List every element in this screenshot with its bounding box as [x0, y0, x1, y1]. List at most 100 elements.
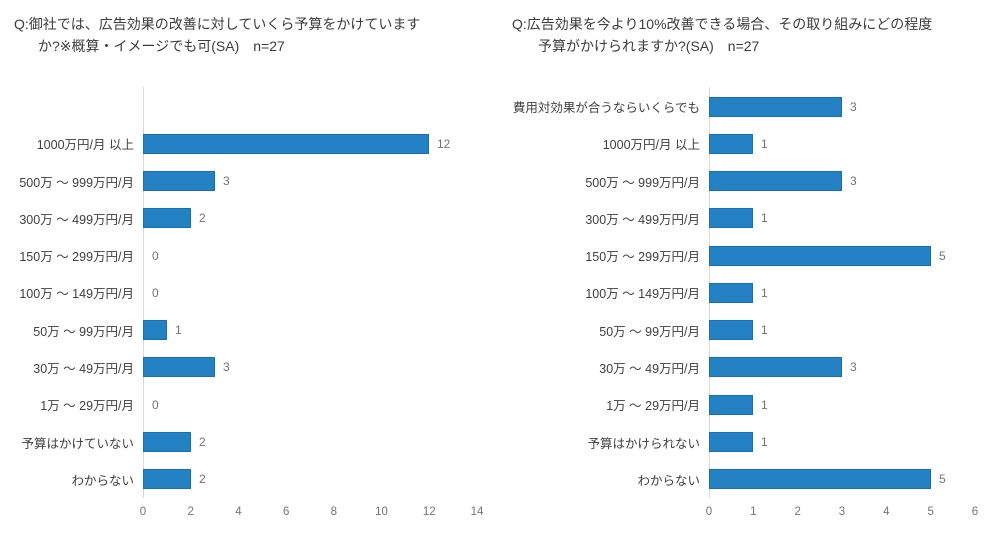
bar [709, 394, 753, 415]
bar-track: 3 [709, 349, 1000, 386]
x-axis-tick-label: 4 [883, 506, 890, 518]
bar-track: 5 [709, 461, 1000, 498]
category-label: 30万 〜 49万円/月 [33, 361, 134, 376]
chart-row: 30万 〜 49万円/月 3 [0, 349, 500, 386]
chart-row: 1万 〜 29万円/月 1 [500, 386, 1000, 423]
bar [709, 133, 753, 154]
value-label: 1 [761, 323, 768, 338]
value-label: 1 [761, 435, 768, 450]
value-label: 2 [199, 472, 206, 487]
chart-row: 300万 〜 499万円/月 1 [500, 200, 1000, 237]
category-label: わからない [71, 473, 134, 488]
bar-track: 3 [709, 163, 1000, 200]
chart-row: わからない 2 [0, 461, 500, 498]
category-label: 300万 〜 499万円/月 [19, 212, 134, 227]
category-label: 予算はかけていない [21, 436, 134, 451]
bar-track: 1 [709, 312, 1000, 349]
chart-row: 1000万円/月 以上 12 [0, 125, 500, 162]
bar-track: 5 [709, 237, 1000, 274]
value-label: 3 [850, 360, 857, 375]
category-label: 50万 〜 99万円/月 [33, 324, 134, 339]
chart-row: 50万 〜 99万円/月 1 [0, 312, 500, 349]
chart-title-line-2: か?※概算・イメージでも可(SA) n=27 [38, 38, 285, 54]
bar-track: 3 [143, 349, 500, 386]
x-axis-tick-label: 3 [838, 506, 846, 518]
chart-row: 1000万円/月 以上 1 [500, 125, 1000, 162]
bar-track: 1 [709, 386, 1000, 423]
category-label: 費用対効果が合うならいくらでも [512, 101, 700, 116]
bar-track: 1 [709, 200, 1000, 237]
x-axis-tick-label: 6 [971, 506, 979, 518]
chart-row: 予算はかけていない 2 [0, 423, 500, 460]
bar-track: 12 [143, 125, 500, 162]
bar [143, 171, 215, 192]
value-label: 2 [199, 211, 206, 226]
value-label: 0 [152, 397, 159, 412]
bar [709, 282, 753, 303]
x-axis-tick-label: 4 [235, 506, 242, 518]
value-label: 3 [850, 174, 857, 189]
x-axis-tick-label: 1 [750, 506, 757, 518]
chart-row: 50万 〜 99万円/月 1 [500, 312, 1000, 349]
bar [709, 469, 931, 490]
chart-row [0, 88, 500, 125]
x-axis-ticks: 0 1 2 3 4 5 6 [500, 506, 1000, 522]
x-axis-tick-label: 0 [139, 506, 147, 518]
chart-row: 費用対効果が合うならいくらでも 3 [500, 88, 1000, 125]
category-label: 100万 〜 149万円/月 [585, 287, 700, 302]
bar [709, 245, 931, 266]
x-axis-tick-label: 5 [927, 506, 934, 518]
chart-row: 500万 〜 999万円/月 3 [500, 163, 1000, 200]
category-label: 1万 〜 29万円/月 [40, 399, 134, 414]
chart-row: 予算はかけられない 1 [500, 423, 1000, 460]
bar [143, 320, 167, 341]
bar [143, 469, 191, 490]
value-label: 5 [939, 248, 946, 263]
chart-row: 100万 〜 149万円/月 0 [0, 274, 500, 311]
category-label: 100万 〜 149万円/月 [19, 287, 134, 302]
bar-track: 2 [143, 423, 500, 460]
bar-track: 3 [143, 163, 500, 200]
x-axis-tick-label: 14 [470, 506, 484, 518]
chart-title: Q:御社では、広告効果の改善に対していくら予算をかけています か?※概算・イメー… [14, 13, 420, 57]
bar [709, 432, 753, 453]
bar [709, 320, 753, 341]
category-label: 150万 〜 299万円/月 [585, 250, 700, 265]
x-axis-tick-label: 6 [282, 506, 290, 518]
x-axis-tick-label: 0 [705, 506, 713, 518]
x-axis-tick-label: 12 [422, 506, 436, 518]
bar-track: 0 [143, 386, 500, 423]
category-label: 30万 〜 49万円/月 [599, 361, 700, 376]
value-label: 3 [223, 174, 230, 189]
bar-rows: 費用対効果が合うならいくらでも 3 1000万円/月 以上 1 500万 〜 999万円… [500, 88, 1000, 498]
value-label: 12 [437, 136, 451, 151]
bar-track: 1 [709, 125, 1000, 162]
value-label: 1 [761, 397, 768, 412]
bar [709, 96, 842, 117]
bar-track: 2 [143, 200, 500, 237]
value-label: 1 [761, 285, 768, 300]
chart-panel-improvement-budget: Q:広告効果を今より10%改善できる場合、その取り組みにどの程度 予算がかけられ… [500, 0, 1000, 550]
bar-track: 0 [143, 274, 500, 311]
bar-track: 2 [143, 461, 500, 498]
category-label: 1000万円/月 以上 [36, 138, 134, 153]
bar [143, 208, 191, 229]
value-label: 0 [152, 285, 159, 300]
bar-track: 1 [709, 274, 1000, 311]
chart-row: 300万 〜 499万円/月 2 [0, 200, 500, 237]
value-label: 1 [175, 323, 182, 338]
bar-track: 3 [709, 88, 1000, 125]
bar-track [143, 88, 500, 125]
x-axis-tick-label: 2 [187, 506, 194, 518]
category-label: 150万 〜 299万円/月 [19, 250, 134, 265]
value-label: 1 [761, 211, 768, 226]
x-axis-tick-label: 8 [330, 506, 338, 518]
bar-track: 1 [143, 312, 500, 349]
category-label: 1000万円/月 以上 [602, 138, 700, 153]
chart-row: わからない 5 [500, 461, 1000, 498]
chart-row: 150万 〜 299万円/月 0 [0, 237, 500, 274]
chart-row: 30万 〜 49万円/月 3 [500, 349, 1000, 386]
bar-rows: 1000万円/月 以上 12 500万 〜 999万円/月 3 300万 〜 499万円… [0, 88, 500, 498]
category-label: 300万 〜 499万円/月 [585, 212, 700, 227]
